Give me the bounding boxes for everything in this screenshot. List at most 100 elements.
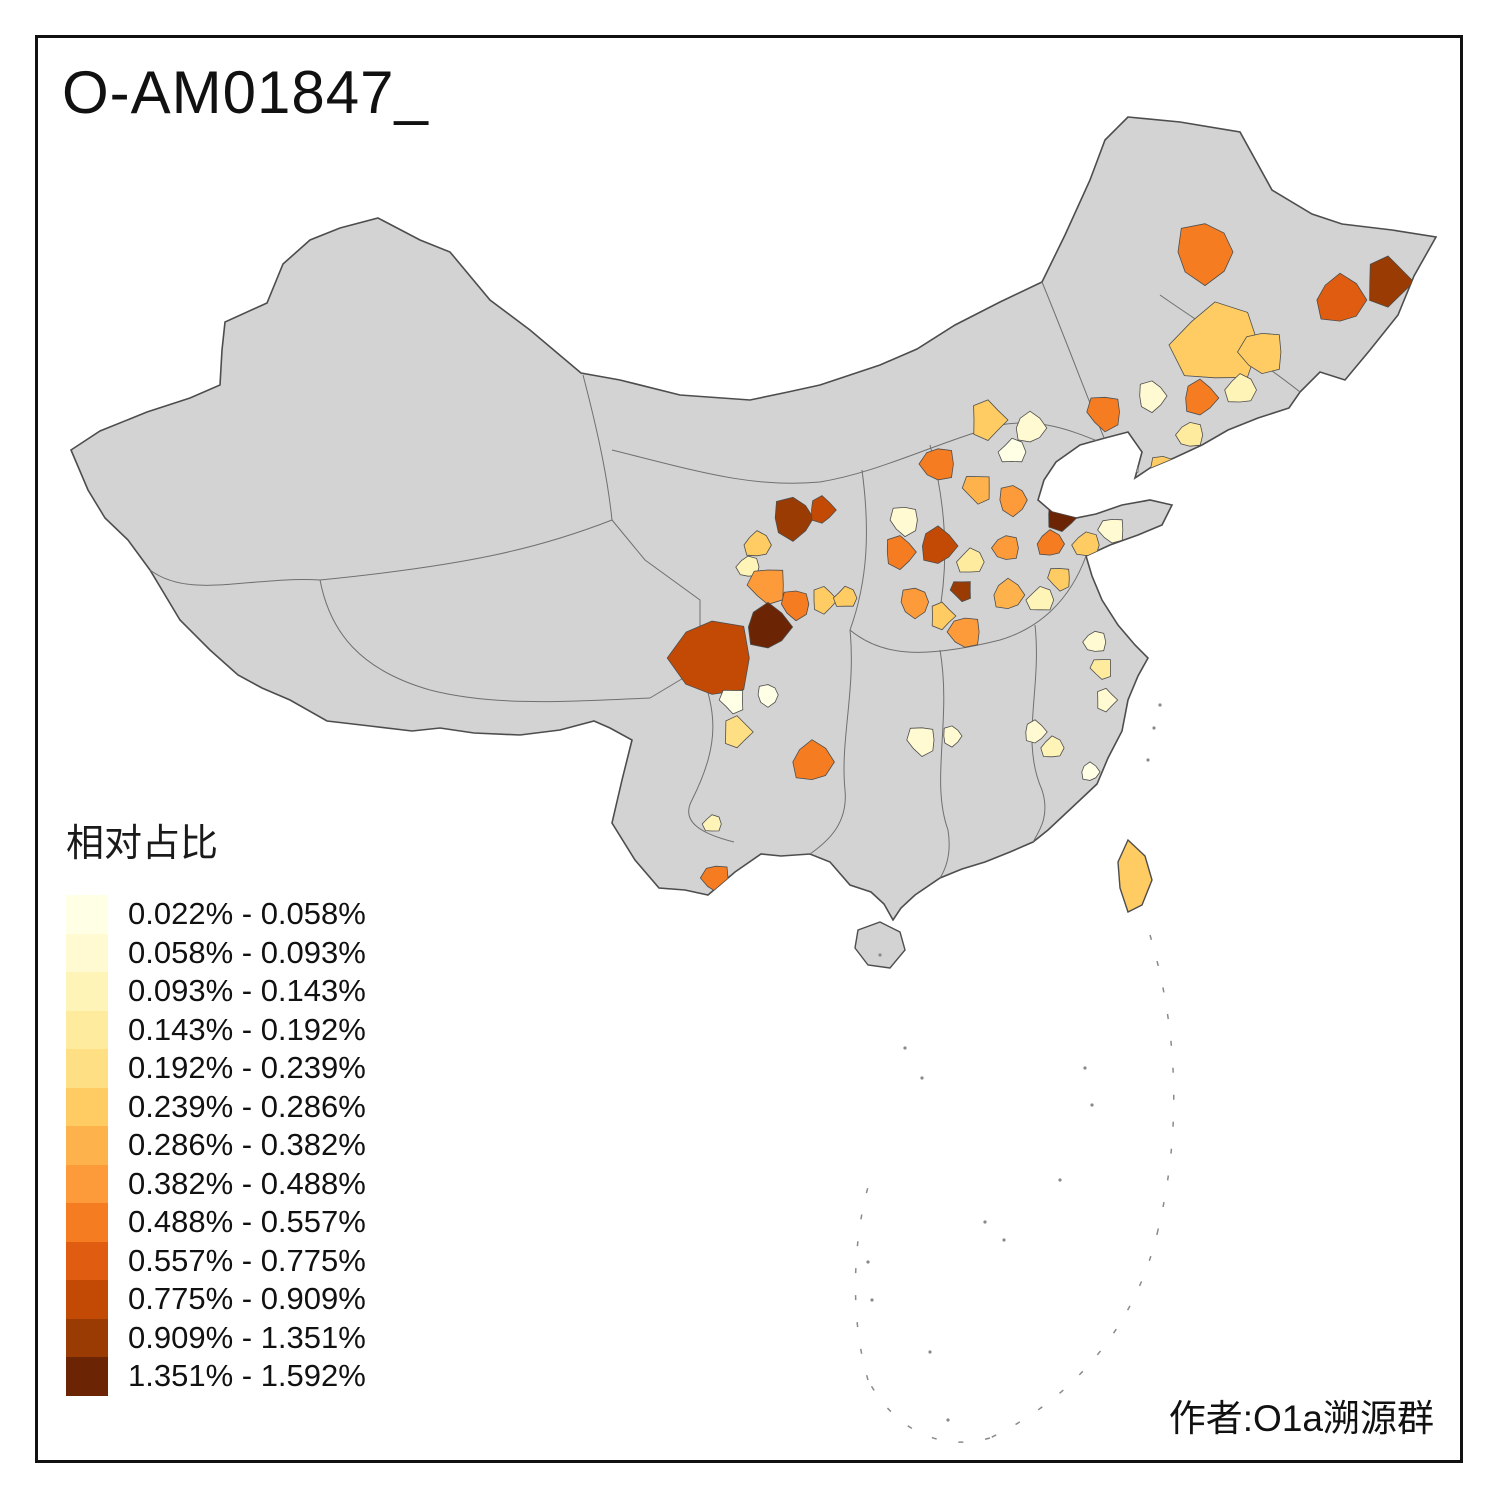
prefecture-region [943,725,963,748]
prefecture-region [906,727,935,757]
prefecture-region [1237,332,1282,375]
colored-prefectures [666,223,1415,896]
legend-swatch [66,1280,108,1319]
province-border-line [849,469,867,631]
sea-boundary-dash [989,1229,1159,1439]
legend-label: 0.557% - 0.775% [128,1242,366,1278]
prefecture-region [1036,529,1065,556]
prefecture-region [1097,518,1124,544]
prefecture-region [747,601,794,649]
prefecture-region [757,684,779,708]
prefecture-region [718,689,744,715]
legend-row: 0.022% - 0.058% [66,895,366,934]
prefecture-region [1081,761,1101,781]
south-china-sea-islands [854,703,1175,1443]
prefecture-region [1113,451,1139,476]
prefecture-region [961,476,990,505]
prefecture-region [792,739,835,781]
islet-dot [1058,1178,1062,1182]
legend-rows: 0.022% - 0.058% 0.058% - 0.093% 0.093% - 0… [66,895,366,1396]
prefecture-region [1082,630,1107,652]
prefecture-region [1113,603,1131,623]
prefecture-region [1025,719,1048,744]
legend-row: 0.909% - 1.351% [66,1318,366,1357]
legend-row: 0.143% - 0.192% [66,1010,366,1049]
prefecture-region [946,617,980,648]
province-border-line [688,667,735,843]
legend-row: 0.382% - 0.488% [66,1164,366,1203]
legend-swatch [66,1010,108,1049]
legend-swatch [66,1164,108,1203]
islet-dot [1146,758,1150,762]
prefecture-region [1025,585,1055,611]
islet-dot [866,1260,870,1264]
legend-swatch [66,1126,108,1165]
legend-label: 1.351% - 1.592% [128,1358,366,1394]
prefecture-region [949,581,971,603]
prefecture-region [832,585,858,607]
legend-label: 0.192% - 0.239% [128,1050,366,1086]
prefecture-region [746,569,784,605]
islet-dot [1083,1066,1087,1070]
attribution: 作者:O1a溯源群 [1168,1398,1434,1439]
prefecture-region [938,877,956,896]
legend-swatch [66,1087,108,1126]
sea-boundary-dash [1149,934,1175,1231]
legend-swatch [66,1203,108,1242]
prefecture-region [1089,659,1112,680]
prefecture-region [811,495,837,524]
prefecture-region [1224,373,1257,403]
prefecture-region [1015,410,1048,443]
prefecture-region [1177,223,1234,287]
prefecture-region [973,399,1009,441]
prefecture-region [1369,255,1415,308]
china-mainland-outline [70,116,1438,922]
legend-swatch [66,895,108,934]
legend-label: 0.775% - 0.909% [128,1281,366,1317]
prefecture-region [886,535,917,571]
prefecture-region [900,587,930,620]
prefecture-region [725,715,754,749]
islet-dot [983,1220,987,1224]
prefecture-region [889,506,918,538]
sea-boundary-dash [854,1179,871,1381]
prefecture-region [918,448,954,481]
islet-dot [1090,1103,1094,1107]
islet-dot [903,1046,907,1050]
prefecture-region [997,437,1027,463]
legend-label: 0.909% - 1.351% [128,1319,366,1355]
legend-label: 0.488% - 0.557% [128,1204,366,1240]
prefecture-region [701,814,722,832]
legend-label: 0.382% - 0.488% [128,1165,366,1201]
taiwan-island [1117,838,1153,913]
prefecture-region [993,577,1026,610]
prefecture-region [991,535,1019,560]
prefecture-region [1086,396,1120,433]
islet-dot [928,1350,932,1354]
legend-row: 0.286% - 0.382% [66,1126,366,1165]
islet-dot [920,1076,924,1080]
prefecture-region [921,525,959,564]
legend-label: 0.058% - 0.093% [128,934,366,970]
legend-row: 0.058% - 0.093% [66,933,366,972]
legend-row: 0.488% - 0.557% [66,1203,366,1242]
legend-swatch [66,1049,108,1088]
prefecture-region [1150,455,1175,483]
legend-row: 0.093% - 0.143% [66,972,366,1011]
legend-row: 0.239% - 0.286% [66,1087,366,1126]
prefecture-region [813,585,838,615]
legend-swatch [66,972,108,1011]
province-border-line [849,555,1087,653]
prefecture-region [931,601,957,631]
legend-label: 0.239% - 0.286% [128,1088,366,1124]
prefecture-region [1097,687,1119,713]
prefecture-region [743,530,772,557]
legend-label: 0.093% - 0.143% [128,973,366,1009]
legend-swatch [66,1318,108,1357]
legend-row: 1.351% - 1.592% [66,1357,366,1396]
province-border-line [1031,624,1046,843]
legend-row: 0.192% - 0.239% [66,1049,366,1088]
legend: 相对占比 0.022% - 0.058% 0.058% - 0.093% 0.093… [66,812,366,1396]
islet-dot [1158,703,1162,707]
